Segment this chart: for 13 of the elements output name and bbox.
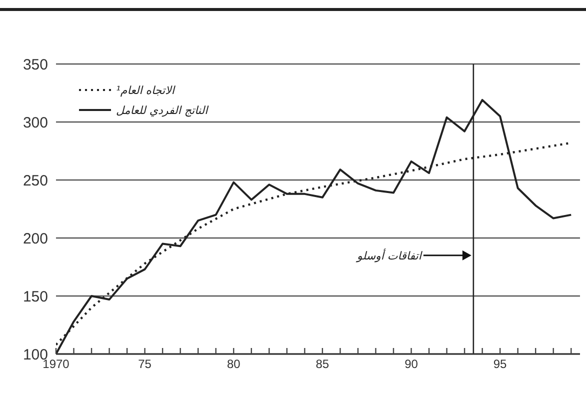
x-tick-label: 85 [316,357,330,371]
legend-label: الناتج الفردي للعامل [116,104,208,116]
x-tick-label: 75 [138,357,152,371]
legend-label: الاتجاه العام¹ [116,84,174,96]
x-tick-label: 80 [226,357,241,371]
y-tick-label: 150 [22,288,48,306]
ref-line-label: اتفاقات أوسلو [355,248,424,262]
y-tick-label: 300 [22,114,48,132]
y-tick-label: 250 [22,172,48,190]
x-tick-label: 90 [404,357,418,371]
y-tick-label: 350 [22,56,48,74]
y-tick-label: 200 [22,230,48,248]
x-tick-label: 95 [493,357,508,371]
